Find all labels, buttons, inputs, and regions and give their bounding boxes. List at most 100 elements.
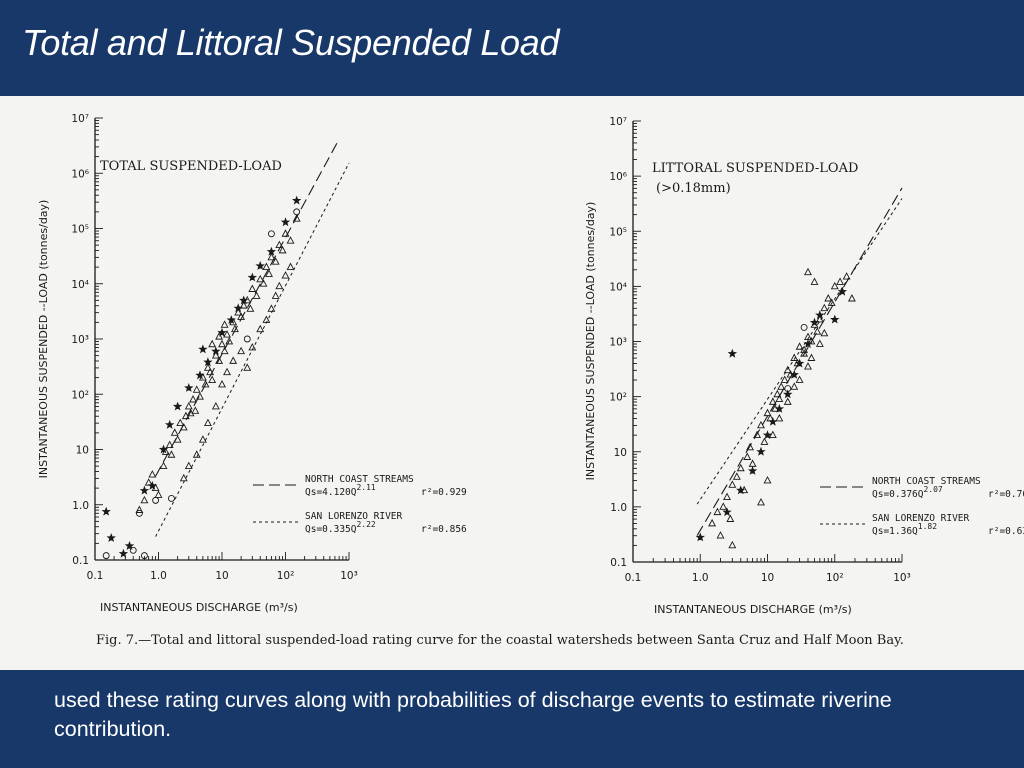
data-point-star xyxy=(747,465,758,475)
y-tick-label: 1.0 xyxy=(610,502,627,514)
data-point-star xyxy=(226,315,236,325)
data-point-triangle xyxy=(807,353,816,361)
y-tick-label: 10² xyxy=(71,389,89,401)
data-point-triangle xyxy=(804,362,812,370)
data-point-star xyxy=(147,480,158,490)
y-tick-label: 10⁵ xyxy=(609,226,627,238)
y-tick-label: 0.1 xyxy=(610,557,627,569)
data-point-triangle xyxy=(292,214,301,222)
data-point-star xyxy=(255,260,265,270)
data-point-star xyxy=(794,358,805,368)
data-point-triangle xyxy=(753,430,762,439)
data-point-triangle xyxy=(286,262,295,270)
data-point-triangle xyxy=(179,473,188,482)
data-point-star xyxy=(165,419,175,429)
data-point-star xyxy=(158,444,169,454)
data-point-star xyxy=(809,317,820,327)
data-point-circle xyxy=(267,230,275,238)
y-tick-label: 10⁶ xyxy=(609,171,627,183)
littoral-suspended-load-chart: 0.1 1.0 10 10² 10³ 10⁴ 10⁵ 10⁶ 10⁷ 0.1 1.0 10 10² 10³… xyxy=(584,116,1024,616)
data-point-triangle xyxy=(820,303,829,312)
data-point-triangle xyxy=(760,437,769,445)
data-point-triangle xyxy=(708,518,717,527)
x-tick-label: 10² xyxy=(826,572,844,584)
data-point-triangle xyxy=(218,339,226,348)
data-point-triangle xyxy=(743,452,752,460)
data-point-triangle xyxy=(790,353,799,361)
data-point-triangle xyxy=(243,363,252,371)
data-point-star xyxy=(198,344,208,354)
data-point-triangle xyxy=(267,304,276,312)
data-point-triangle xyxy=(783,397,792,405)
data-point-triangle xyxy=(275,281,284,290)
data-point-triangle xyxy=(780,375,789,383)
data-point-star xyxy=(292,195,302,205)
data-point-triangle xyxy=(246,304,255,312)
data-point-triangle xyxy=(265,269,273,277)
data-point-star xyxy=(280,217,291,227)
data-point-triangle xyxy=(728,540,737,549)
data-point-star xyxy=(768,416,778,426)
y-tick-label: 10⁷ xyxy=(71,113,89,125)
data-point-triangle xyxy=(252,291,261,299)
data-point-star xyxy=(118,548,129,558)
data-point-triangle xyxy=(726,514,735,522)
data-point-triangle xyxy=(815,315,824,323)
data-point-star xyxy=(172,401,183,411)
data-point-triangle xyxy=(140,495,149,504)
data-point-triangle xyxy=(208,375,217,383)
data-point-triangle xyxy=(271,257,280,265)
x-axis-label: INSTANTANEOUS DISCHARGE (m³/s) xyxy=(654,603,852,616)
data-point-triangle xyxy=(281,229,290,237)
data-point-triangle xyxy=(842,272,851,280)
data-point-triangle xyxy=(135,505,144,513)
data-point-star xyxy=(217,327,227,337)
data-point-triangle xyxy=(847,294,856,302)
x-axis-label: INSTANTANEOUS DISCHARGE (m³/s) xyxy=(100,601,298,614)
data-point-triangle xyxy=(231,324,239,333)
legend-equation: Qs=4.120Q2.11 xyxy=(305,483,376,498)
data-point-triangle xyxy=(223,330,231,338)
y-axis-label: INSTANTANEOUS SUSPENDED --LOAD (tonnes/d… xyxy=(584,202,597,481)
data-point-triangle xyxy=(820,328,829,337)
data-point-triangle xyxy=(278,245,287,254)
data-point-triangle xyxy=(810,277,819,285)
data-point-circle xyxy=(152,496,160,504)
data-point-triangle xyxy=(804,267,812,276)
data-point-star xyxy=(830,314,840,324)
data-point-triangle xyxy=(728,480,737,488)
data-point-circle xyxy=(800,323,808,331)
data-point-triangle xyxy=(719,502,728,510)
data-point-triangle xyxy=(256,274,265,283)
data-point-triangle xyxy=(218,379,226,388)
data-point-triangle xyxy=(800,345,809,353)
x-tick-label: 0.1 xyxy=(87,570,104,582)
data-point-circle xyxy=(168,495,175,502)
data-point-triangle xyxy=(203,418,212,426)
data-point-triangle xyxy=(763,408,772,417)
y-tick-label: 10 xyxy=(614,447,627,459)
data-point-triangle xyxy=(262,262,271,270)
legend-equation: Qs=0.376Q2.07 xyxy=(872,485,943,500)
data-point-triangle xyxy=(713,507,722,516)
y-tick-label: 10⁴ xyxy=(71,279,89,291)
x-tick-label: 1.0 xyxy=(150,570,167,582)
legend-equation: Qs=1.36Q1.82 xyxy=(872,522,937,537)
figure-svg: 0.1 1.0 10 10² 10³ 10⁴ 10⁵ 10⁶ 10⁷ 0.1 1.0 10 10² 10³… xyxy=(37,113,1024,648)
data-point-triangle xyxy=(783,365,792,374)
data-point-triangle xyxy=(795,375,804,383)
data-point-triangle xyxy=(148,470,157,478)
data-point-triangle xyxy=(248,284,257,292)
data-point-triangle xyxy=(208,339,217,348)
data-point-triangle xyxy=(165,440,174,448)
data-point-triangle xyxy=(220,320,229,328)
data-point-triangle xyxy=(173,435,182,443)
x-tick-label: 10 xyxy=(215,570,228,582)
data-point-star xyxy=(139,485,150,495)
scanned-figure: 0.1 1.0 10 10² 10³ 10⁴ 10⁵ 10⁶ 10⁷ 0.1 1.0 10 10² 10³… xyxy=(0,96,1024,670)
data-point-triangle xyxy=(807,336,816,345)
data-point-triangle xyxy=(736,463,745,472)
data-point-star xyxy=(203,357,213,367)
legend-series-name: NORTH COAST STREAMS xyxy=(872,476,981,487)
data-point-triangle xyxy=(248,343,257,351)
